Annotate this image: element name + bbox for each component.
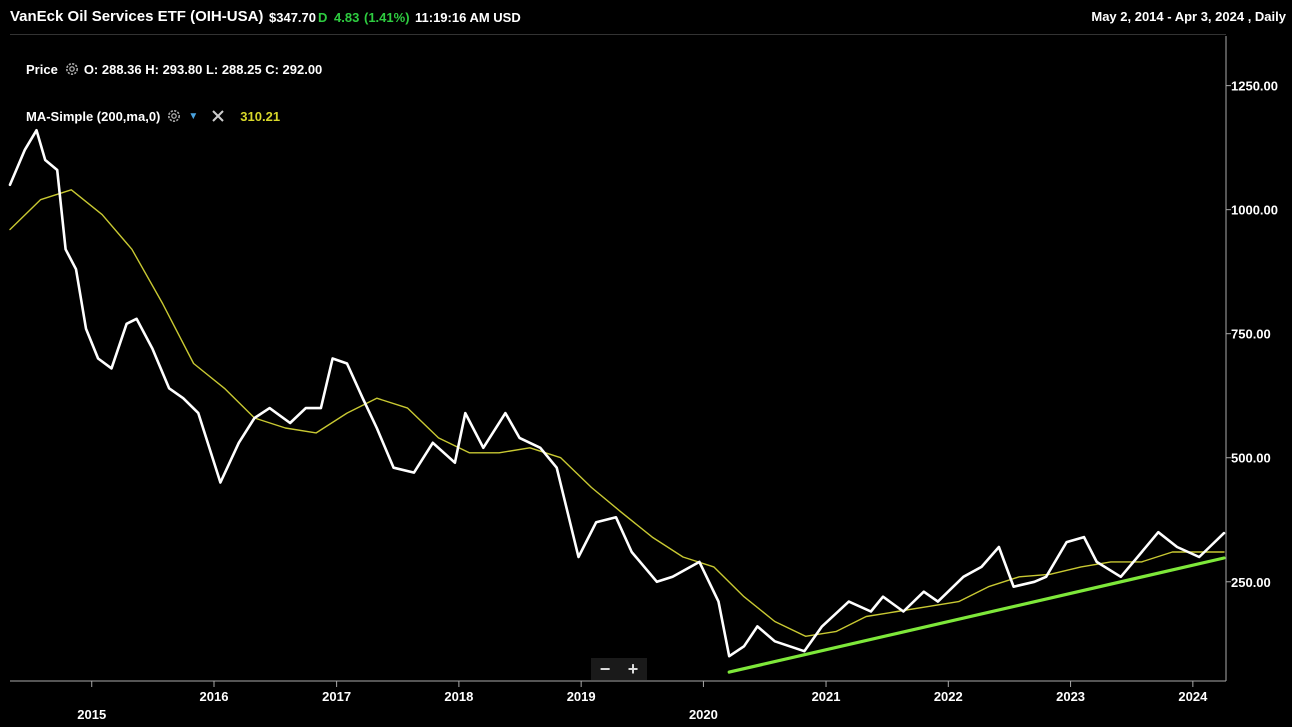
ma-line bbox=[9, 189, 1225, 637]
x-tick-label: 2023 bbox=[1056, 689, 1085, 704]
ohlc-values: O: 288.36 H: 293.80 L: 288.25 C: 292.00 bbox=[83, 61, 323, 77]
y-tick-label: 750.00 bbox=[1231, 327, 1271, 342]
x-axis: 2015 2016 2017 2018 2019 2020 2021 2022 2023 2024 bbox=[77, 681, 1208, 722]
series-layer bbox=[8, 129, 1226, 674]
quote-time: 11:19:16 AM USD bbox=[415, 10, 521, 25]
zoom-in-button[interactable]: + bbox=[627, 658, 639, 679]
ma-label: MA-Simple (200,ma,0) bbox=[26, 108, 161, 124]
x-tick-label: 2017 bbox=[322, 689, 351, 704]
x-tick-label: 2021 bbox=[812, 689, 841, 704]
gear-icon[interactable] bbox=[166, 108, 182, 124]
y-tick-label: 500.00 bbox=[1231, 451, 1271, 466]
zoom-controls: − + bbox=[591, 658, 647, 680]
y-tick-label: 1250.00 bbox=[1231, 79, 1278, 94]
price-line bbox=[8, 129, 1226, 658]
price-change-percent: (1.41%) bbox=[364, 10, 410, 25]
y-axis: 250.00 500.00 750.00 1000.00 1250.00 bbox=[1226, 79, 1278, 590]
x-tick-label: 2018 bbox=[444, 689, 473, 704]
header-divider bbox=[10, 34, 1226, 35]
x-tick-label: 2020 bbox=[689, 707, 718, 722]
x-tick-label: 2015 bbox=[77, 707, 106, 722]
chevron-down-icon[interactable]: ▼ bbox=[188, 110, 199, 122]
x-tick-label: 2016 bbox=[200, 689, 229, 704]
price-label: Price bbox=[26, 61, 58, 77]
gear-icon[interactable] bbox=[64, 61, 80, 77]
header-bar: VanEck Oil Services ETF (OIH-USA) $347.7… bbox=[0, 0, 1292, 34]
x-tick-label: 2022 bbox=[934, 689, 963, 704]
price-legend: Price O: 288.36 H: 293.80 L: 288.25 C: 2… bbox=[26, 61, 322, 77]
x-tick-label: 2024 bbox=[1178, 689, 1208, 704]
last-price: $347.70 bbox=[269, 10, 316, 25]
y-tick-label: 1000.00 bbox=[1231, 203, 1278, 218]
y-tick-label: 250.00 bbox=[1231, 575, 1271, 590]
trendline bbox=[727, 556, 1226, 674]
close-icon[interactable] bbox=[212, 110, 224, 122]
ma-legend: MA-Simple (200,ma,0) ▼ 310.21 bbox=[26, 108, 280, 124]
price-change: 4.83 bbox=[334, 10, 360, 25]
zoom-out-button[interactable]: − bbox=[599, 658, 611, 679]
instrument-title[interactable]: VanEck Oil Services ETF (OIH-USA) bbox=[10, 8, 264, 25]
date-range[interactable]: May 2, 2014 - Apr 3, 2024 , Daily bbox=[1091, 9, 1286, 24]
ma-value: 310.21 bbox=[240, 108, 281, 124]
delayed-tag: D bbox=[318, 10, 328, 25]
x-tick-label: 2019 bbox=[567, 689, 596, 704]
